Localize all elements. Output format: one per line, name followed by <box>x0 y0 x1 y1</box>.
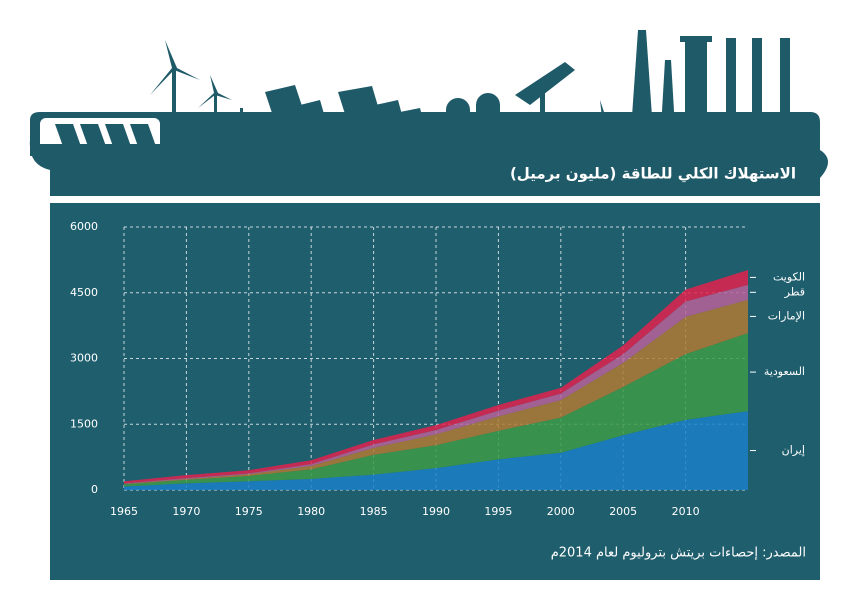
x-tick-label: 1965 <box>110 505 138 518</box>
legend-label: الكويت <box>773 270 805 283</box>
legend-label: الإمارات <box>768 309 805 322</box>
area <box>124 299 748 485</box>
area <box>124 333 748 487</box>
x-tick-label: 2000 <box>547 505 575 518</box>
legend-label: إيران <box>782 444 805 457</box>
x-tick-label: 1985 <box>360 505 388 518</box>
area <box>124 284 748 484</box>
y-tick-label: 3000 <box>70 352 98 365</box>
legend-label: قطر <box>784 285 805 298</box>
source-note: المصدر: إحصاءات بريتش بتروليوم لعام 2014… <box>551 546 806 561</box>
x-tick-label: 2010 <box>672 505 700 518</box>
x-tick-label: 1970 <box>172 505 200 518</box>
x-tick-label: 1980 <box>297 505 325 518</box>
area <box>124 411 748 490</box>
y-tick-label: 4500 <box>70 286 98 299</box>
y-tick-label: 6000 <box>70 220 98 233</box>
y-tick-label: 0 <box>91 483 98 496</box>
banner-art <box>29 30 829 196</box>
x-tick-label: 1990 <box>422 505 450 518</box>
x-tick-label: 1995 <box>484 505 512 518</box>
y-tick-label: 1500 <box>70 417 98 430</box>
x-tick-label: 2005 <box>609 505 637 518</box>
area <box>124 269 748 484</box>
x-tick-label: 1975 <box>235 505 263 518</box>
legend-label: السعودية <box>764 365 805 378</box>
chart-title: الاستهلاك الكلي للطاقة (مليون برميل) <box>510 165 796 183</box>
